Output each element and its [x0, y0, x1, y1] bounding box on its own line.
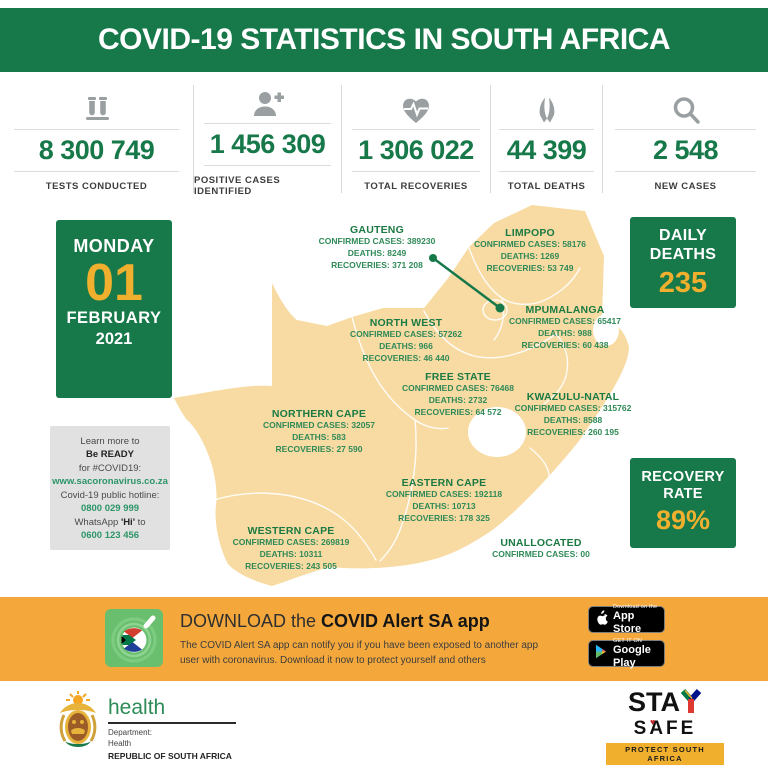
stat-new-cases: 2 548 NEW CASES [602, 85, 768, 193]
protect-south-africa-banner: PROTECT SOUTH AFRICA [606, 742, 724, 765]
googleplay-badge-text: GET IT ON Google Play [613, 638, 651, 669]
province-label-gauteng: GAUTENG CONFIRMED CASES: 389230 DEATHS: … [318, 224, 436, 270]
safe-text: SAFE [633, 718, 697, 739]
stat-label: TOTAL RECOVERIES [364, 181, 468, 192]
apple-icon [595, 609, 608, 630]
app-banner-headline: DOWNLOAD the COVID Alert SA app [180, 611, 490, 631]
learn-more-line3: for #COVID19: [78, 462, 142, 474]
daily-deaths-value: 235 [658, 266, 708, 299]
stat-label: POSITIVE CASES IDENTIFIED [194, 175, 281, 197]
province-label-limpopo: LIMPOPO CONFIRMED CASES: 58176 DEATHS: 1… [474, 227, 586, 273]
stats-row: 8 300 749 TESTS CONDUCTED 1 456 309 POSI… [0, 85, 768, 197]
logo-divider [108, 722, 236, 724]
learn-more-line1: Learn more to [80, 436, 140, 447]
person-plus-icon [251, 89, 285, 119]
stat-label: TESTS CONDUCTED [45, 181, 148, 192]
stat-total-deaths: 44 399 TOTAL DEATHS [490, 85, 602, 193]
whatsapp-number: 0600 123 456 [80, 530, 140, 542]
googleplay-badge[interactable]: GET IT ON Google Play [588, 638, 665, 669]
coat-of-arms-logo [57, 691, 99, 758]
heart-pulse-icon [399, 89, 433, 125]
stay-safe-logo: STA ♥ SAFE PROTECT SOUTH AFRICA TOGETHER… [606, 689, 724, 768]
date-panel: MONDAY 01 FEBRUARY 2021 [56, 220, 172, 398]
dept-line1: Department: [108, 728, 153, 737]
hotline-number: 0800 029 999 [80, 503, 140, 515]
header-bar: COVID-19 STATISTICS IN SOUTH AFRICA [0, 8, 768, 72]
website-link[interactable]: www.sacoronavirus.co.za [52, 476, 168, 488]
stat-value: 1 456 309 [204, 123, 331, 166]
dept-line2: Health [108, 738, 132, 748]
footer: health Department: Health REPUBLIC OF SO… [0, 681, 768, 768]
appstore-badge[interactable]: Download on the App Store [588, 604, 665, 635]
recovery-rate-label: RECOVERY RATE [641, 469, 725, 503]
province-label-western-cape: WESTERN CAPE CONFIRMED CASES: 269819 DEA… [232, 525, 350, 571]
play-triangle-icon [595, 644, 608, 664]
stat-tests-conducted: 8 300 749 TESTS CONDUCTED [0, 85, 193, 193]
province-label-free-state: FREE STATE CONFIRMED CASES: 76468 DEATHS… [402, 371, 514, 417]
learn-more-box: Learn more to Be READY for #COVID19: www… [50, 426, 170, 550]
stat-value: 1 306 022 [352, 129, 480, 172]
covid-alert-app-icon [105, 609, 163, 667]
app-download-banner: DOWNLOAD the COVID Alert SA app The COVI… [0, 597, 768, 681]
daily-deaths-label: DAILY DEATHS [649, 227, 717, 263]
test-tubes-icon [80, 89, 114, 125]
date-year: 2021 [95, 330, 133, 348]
app-banner-description: The COVID Alert SA app can notify you if… [180, 640, 539, 666]
stat-value: 44 399 [498, 129, 595, 172]
health-brand-text: health [108, 696, 166, 719]
magnifier-icon [669, 89, 703, 125]
date-month: FEBRUARY [66, 309, 162, 327]
province-label-unallocated: UNALLOCATED CONFIRMED CASES: 00 [492, 537, 590, 559]
recovery-rate-value: 89% [655, 505, 711, 536]
department-of-health-logo: health Department: Health REPUBLIC OF SO… [108, 697, 236, 761]
praying-hands-icon [530, 89, 564, 125]
hotline-label: Covid-19 public hotline: [60, 489, 160, 501]
stat-value: 2 548 [614, 129, 757, 172]
stat-value: 8 300 749 [13, 129, 180, 172]
stat-positive-cases: 1 456 309 POSITIVE CASES IDENTIFIED [193, 85, 341, 197]
province-label-north-west: NORTH WEST CONFIRMED CASES: 57262 DEATHS… [350, 317, 462, 363]
whatsapp-label: WhatsApp 'Hi' to [74, 516, 146, 528]
stat-label: NEW CASES [654, 181, 717, 192]
flag-y-icon [680, 689, 702, 719]
province-label-eastern-cape: EASTERN CAPE CONFIRMED CASES: 192118 DEA… [385, 477, 503, 523]
dept-line3: REPUBLIC OF SOUTH AFRICA [108, 750, 232, 761]
page-title: COVID-19 STATISTICS IN SOUTH AFRICA [98, 23, 670, 56]
date-number: 01 [85, 254, 143, 312]
province-label-mpumalanga: MPUMALANGA CONFIRMED CASES: 65417 DEATHS… [509, 304, 621, 350]
stat-total-recoveries: 1 306 022 TOTAL RECOVERIES [341, 85, 490, 193]
appstore-badge-text: Download on the App Store [613, 604, 658, 635]
stat-label: TOTAL DEATHS [507, 181, 586, 192]
daily-deaths-panel: DAILY DEATHS 235 [630, 217, 736, 308]
learn-more-line2: Be READY [85, 449, 135, 461]
date-day: MONDAY [73, 236, 155, 256]
recovery-rate-panel: RECOVERY RATE 89% [630, 458, 736, 548]
heart-icon: ♥ [650, 717, 656, 727]
stay-text: STA [606, 689, 724, 719]
province-label-kwazulu-natal: KWAZULU-NATAL CONFIRMED CASES: 315762 DE… [514, 391, 632, 437]
province-label-northern-cape: NORTHERN CAPE CONFIRMED CASES: 32057 DEA… [263, 408, 375, 454]
